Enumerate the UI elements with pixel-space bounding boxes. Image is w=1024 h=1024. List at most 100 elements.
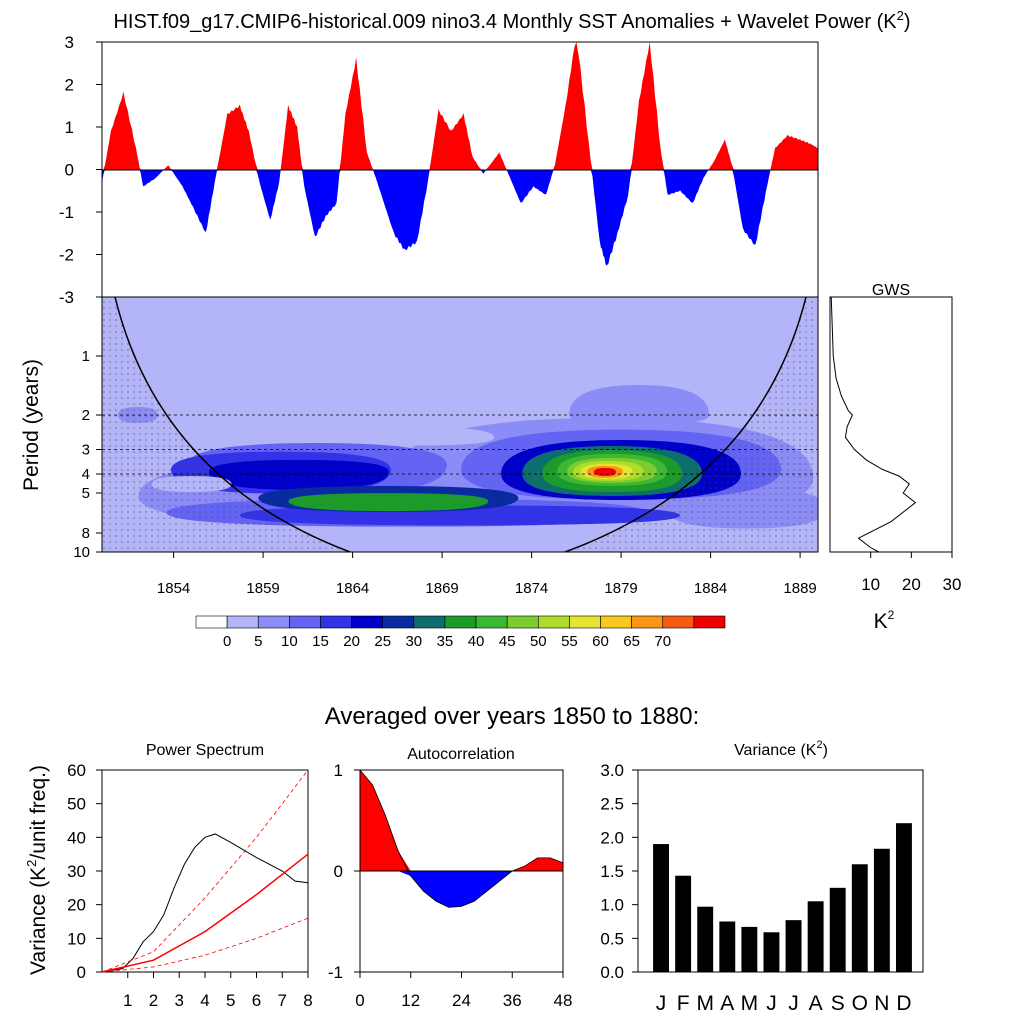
autocorrelation-title: Autocorrelation xyxy=(407,746,515,763)
variance-bar xyxy=(697,906,714,972)
anomaly-y-tick-label: 3 xyxy=(65,33,74,52)
colorbar-swatch xyxy=(631,615,664,629)
power-spectrum-y-axis: 60 50 40 30 20 10 0 xyxy=(67,761,102,982)
autocorrelation-area xyxy=(360,770,563,908)
power-spectrum-y-tick-label: 20 xyxy=(67,896,86,915)
autocorrelation-x-tick-label: 48 xyxy=(554,991,573,1010)
variance-x-tick-label: F xyxy=(677,992,690,1015)
gws-x-label: K2 xyxy=(874,608,895,633)
red-noise-line xyxy=(101,853,309,973)
anomaly-area xyxy=(102,42,818,266)
colorbar-swatch xyxy=(444,615,477,629)
power-spectrum-line xyxy=(101,833,309,973)
colorbar-swatch xyxy=(537,615,570,629)
wavelet-y-tick-label: 2 xyxy=(82,407,90,424)
power-spectrum-title: Power Spectrum xyxy=(146,742,264,759)
power-spectrum-lines xyxy=(101,769,309,973)
colorbar: 0 5 10 15 20 25 30 35 40 45 50 55 60 65 70 xyxy=(195,615,726,650)
colorbar-swatch xyxy=(382,615,415,629)
wavelet-x-tick-label: 1874 xyxy=(515,580,548,597)
colorbar-swatch xyxy=(693,615,726,629)
power-spectrum-x-tick-label: 4 xyxy=(200,991,209,1010)
variance-bar xyxy=(896,823,912,972)
power-spectrum-frame xyxy=(101,769,309,973)
gws-frame xyxy=(829,296,953,553)
colorbar-label: 20 xyxy=(343,633,360,650)
colorbar-swatch xyxy=(257,615,290,629)
wavelet-panel: 1 2 3 4 5 8 10 1854 1859 1864 1869 1874 1879 1884 188… xyxy=(20,296,819,597)
variance-x-tick-label: S xyxy=(831,992,845,1015)
power-spectrum-x-tick-label: 7 xyxy=(278,991,287,1010)
colorbar-label: 25 xyxy=(374,633,391,650)
variance-x-tick-label: N xyxy=(874,992,889,1015)
colorbar-swatch xyxy=(320,615,352,629)
colorbar-swatch xyxy=(506,615,539,629)
colorbar-label: 40 xyxy=(468,633,485,650)
positive-anomaly-area xyxy=(102,42,818,170)
colorbar-label: 30 xyxy=(405,633,422,650)
variance-bars xyxy=(653,823,912,972)
wavelet-x-tick-label: 1889 xyxy=(783,580,816,597)
power-spectrum-x-tick-label: 8 xyxy=(303,991,312,1010)
gws-x-tick-label: 10 xyxy=(861,575,880,594)
colorbar-label: 35 xyxy=(437,633,454,650)
gws-title: GWS xyxy=(872,282,910,299)
power-spectrum-y-label: Variance (K2/unit freq.) xyxy=(24,765,50,975)
variance-y-tick-label: 1.5 xyxy=(600,862,624,881)
colorbar-swatch xyxy=(226,615,259,629)
colorbar-label: 70 xyxy=(654,633,671,650)
anomaly-panel: 3 2 1 0 -1 -2 -3 xyxy=(59,33,819,307)
wavelet-dashed-period-lines xyxy=(102,414,818,475)
wavelet-contour-25 xyxy=(208,459,389,490)
wavelet-contour-5 xyxy=(354,427,495,446)
variance-bar xyxy=(675,875,692,972)
autocorrelation-x-tick-label: 0 xyxy=(355,991,364,1010)
wavelet-y-tick-label: 8 xyxy=(82,525,90,542)
colorbar-label: 55 xyxy=(561,633,578,650)
cone-hatch-left xyxy=(102,297,350,552)
variance-x-tick-label: D xyxy=(896,992,911,1015)
wavelet-y-tick-label: 3 xyxy=(82,442,90,459)
anomaly-y-tick-label: 0 xyxy=(65,161,74,180)
gws-x-axis: 10 20 30 xyxy=(861,552,961,594)
lower-confidence-line xyxy=(101,917,309,973)
autocorrelation-y-tick-label: 0 xyxy=(334,862,343,881)
colorbar-label: 10 xyxy=(281,633,298,650)
gws-panel: GWS 10 20 30 K2 xyxy=(829,282,961,633)
wavelet-frame xyxy=(101,296,819,553)
autocorrelation-panel: Autocorrelation 1 0 -1 0 12 24 36 48 xyxy=(328,746,573,1010)
colorbar-swatch xyxy=(289,615,321,629)
negative-autocorrelation-area xyxy=(360,871,563,908)
colorbar-swatch xyxy=(569,615,601,629)
variance-y-axis: 3.0 2.5 2.0 1.5 1.0 0.5 0.0 xyxy=(600,761,638,982)
gws-x-tick-label: 30 xyxy=(943,575,962,594)
anomaly-y-tick-label: -3 xyxy=(59,288,74,307)
wavelet-y-tick-label: 10 xyxy=(73,544,90,561)
variance-y-tick-label: 0.5 xyxy=(600,929,624,948)
variance-y-tick-label: 0.0 xyxy=(600,963,624,982)
power-spectrum-y-tick-label: 40 xyxy=(67,828,86,847)
variance-x-tick-label: M xyxy=(696,992,714,1015)
variance-x-tick-label: O xyxy=(852,992,868,1015)
colorbar-swatch xyxy=(662,615,695,629)
power-spectrum-y-tick-label: 50 xyxy=(67,795,86,814)
variance-y-tick-label: 1.0 xyxy=(600,896,624,915)
variance-bar xyxy=(763,932,780,972)
variance-bar xyxy=(873,848,890,972)
colorbar-label: 0 xyxy=(223,633,231,650)
power-spectrum-x-tick-label: 5 xyxy=(226,991,235,1010)
wavelet-y-tick-label: 1 xyxy=(82,348,90,365)
upper-confidence-line xyxy=(101,769,309,973)
figure-title: HIST.f09_g17.CMIP6-historical.009 nino3.… xyxy=(113,8,910,33)
colorbar-swatch xyxy=(195,615,228,629)
colorbar-swatch xyxy=(475,615,508,629)
power-spectrum-y-tick-label: 10 xyxy=(67,929,86,948)
power-spectrum-x-tick-label: 2 xyxy=(149,991,158,1010)
wavelet-x-tick-label: 1884 xyxy=(694,580,727,597)
autocorrelation-y-tick-label: -1 xyxy=(328,963,343,982)
wavelet-x-tick-label: 1869 xyxy=(425,580,458,597)
colorbar-label: 60 xyxy=(592,633,609,650)
anomaly-y-tick-label: -1 xyxy=(59,203,74,222)
